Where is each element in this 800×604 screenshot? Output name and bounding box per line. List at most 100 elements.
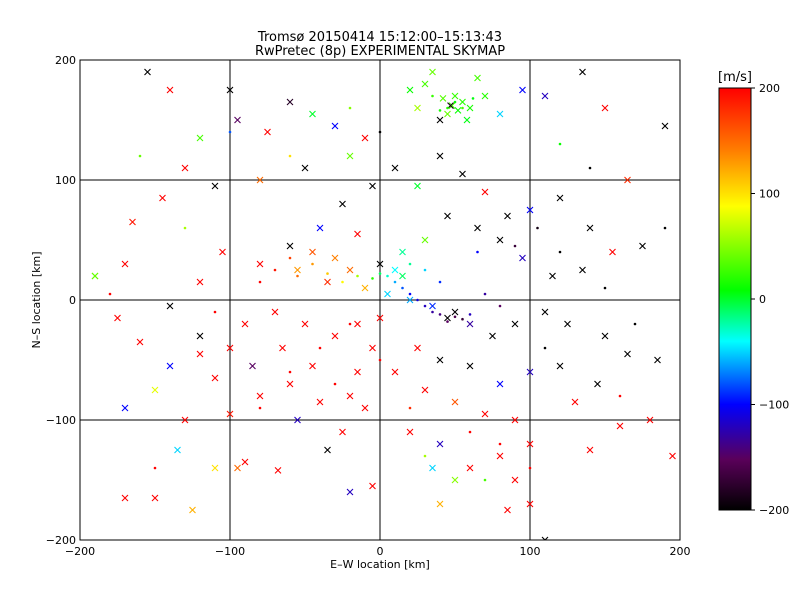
data-point-cross <box>181 164 189 172</box>
data-point-dot <box>273 268 277 272</box>
data-point-cross <box>121 494 129 502</box>
y-tick-label: 100 <box>55 174 76 187</box>
scatter-points <box>91 68 676 540</box>
data-point-cross <box>256 176 264 184</box>
chart-subtitle: RwPretec (8p) EXPERIMENTAL SKYMAP <box>255 44 505 59</box>
data-point-cross <box>129 218 136 226</box>
data-point-cross <box>661 122 669 130</box>
data-point-cross <box>361 134 369 142</box>
data-point-cross <box>331 254 339 262</box>
data-point-dot <box>446 320 449 323</box>
data-point-cross <box>466 464 474 472</box>
data-point-cross <box>211 464 219 472</box>
data-point-cross <box>586 224 594 232</box>
data-point-cross <box>376 314 384 322</box>
data-point-cross <box>294 266 301 274</box>
data-point-cross <box>174 446 181 454</box>
data-point-cross <box>481 410 489 418</box>
data-point-cross <box>436 440 444 448</box>
data-point-cross <box>646 416 654 424</box>
data-point-cross <box>436 356 444 364</box>
data-point-cross <box>301 164 309 172</box>
data-point-dot <box>431 310 434 314</box>
data-point-dot <box>288 154 292 158</box>
data-point-dot <box>453 100 457 104</box>
data-point-dot <box>258 280 262 284</box>
data-point-dot <box>423 304 427 308</box>
data-point-dot <box>153 466 157 470</box>
data-point-dot <box>468 430 472 434</box>
data-point-cross <box>448 102 456 109</box>
data-point-cross <box>249 362 256 370</box>
data-point-dot <box>378 358 382 362</box>
data-point-cross <box>234 116 241 124</box>
data-point-cross <box>346 392 354 400</box>
data-point-cross <box>466 362 474 370</box>
data-point-cross <box>151 386 159 394</box>
x-tick-label: −200 <box>65 545 95 558</box>
data-point-cross <box>489 332 496 340</box>
data-point-dot <box>618 394 622 398</box>
data-point-cross <box>624 176 631 184</box>
data-point-cross <box>196 278 204 286</box>
data-point-cross <box>406 428 414 436</box>
data-point-dot <box>423 268 427 272</box>
data-point-cross <box>256 260 264 268</box>
data-point-dot <box>288 256 292 260</box>
data-point-dot <box>386 274 389 278</box>
data-point-dot <box>108 292 112 296</box>
data-point-cross <box>376 260 384 268</box>
y-tick-label: 0 <box>69 294 76 307</box>
data-point-dot <box>453 315 457 319</box>
data-point-cross <box>504 506 511 514</box>
data-point-cross <box>526 206 534 214</box>
data-point-dot <box>393 280 397 284</box>
data-point-cross <box>511 476 519 484</box>
data-point-dot <box>213 310 217 314</box>
data-point-dot <box>536 226 539 230</box>
data-point-cross <box>256 392 264 400</box>
data-point-dot <box>183 226 187 230</box>
y-tick-label: −100 <box>46 414 76 427</box>
data-point-cross <box>151 494 159 502</box>
data-point-dot <box>483 478 487 482</box>
colorbar-ticks: 200 100 0 −100 −200 <box>751 82 789 517</box>
data-point-cross <box>264 128 271 136</box>
data-point-cross <box>654 356 661 364</box>
data-point-cross <box>616 422 624 430</box>
data-point-cross <box>309 248 316 256</box>
data-point-dot <box>476 250 479 254</box>
x-tick-label: 100 <box>520 545 541 558</box>
data-point-cross <box>624 350 631 358</box>
data-point-dot <box>438 280 442 284</box>
data-point-cross <box>414 182 421 190</box>
data-point-dot <box>258 406 262 410</box>
chart-title: Tromsø 20150414 15:12:00–15:13:43 <box>257 30 502 45</box>
x-axis-label: E–W location [km] <box>330 558 430 571</box>
data-point-dot <box>296 274 299 278</box>
colorbar-tick-label: −100 <box>759 399 789 412</box>
data-point-cross <box>316 398 324 406</box>
data-point-cross <box>594 380 601 388</box>
data-point-cross <box>196 332 204 340</box>
data-point-cross <box>211 374 219 382</box>
data-point-cross <box>369 182 376 190</box>
data-point-cross <box>331 122 339 130</box>
data-point-dot <box>438 313 442 316</box>
data-point-dot <box>408 406 412 410</box>
data-point-cross <box>346 488 354 496</box>
grid-lines <box>80 60 680 540</box>
data-point-cross <box>451 92 459 100</box>
data-point-cross <box>309 362 316 370</box>
data-point-dot <box>438 109 442 112</box>
data-point-cross <box>586 446 594 454</box>
data-point-cross <box>436 116 444 124</box>
data-point-dot <box>633 322 637 326</box>
data-point-cross <box>571 398 579 406</box>
data-point-cross <box>466 104 474 112</box>
data-point-cross <box>579 68 586 76</box>
data-point-cross <box>226 344 234 352</box>
x-tick-label: 200 <box>670 545 691 558</box>
data-point-cross <box>669 452 676 460</box>
